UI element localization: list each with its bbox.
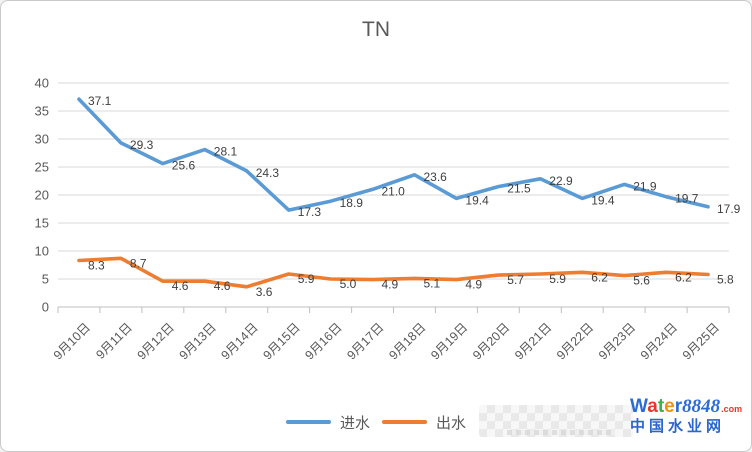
data-label: 5.8: [717, 273, 734, 287]
data-label: 18.9: [340, 196, 364, 210]
water8848-watermark: Water8848.com 中国水业网: [630, 397, 750, 435]
data-label: 17.9: [717, 202, 741, 216]
x-axis-tick-label: 9月22日: [554, 320, 596, 362]
x-axis-tick-label: 9月21日: [512, 320, 554, 362]
x-axis-tick-label: 9月14日: [218, 320, 260, 362]
y-axis-tick-label: 0: [42, 300, 49, 315]
y-axis-tick-label: 35: [35, 104, 49, 119]
legend-label: 进水: [339, 414, 370, 432]
x-axis-tick-label: 9月17日: [344, 320, 386, 362]
data-label: 4.6: [172, 279, 189, 293]
x-axis-tick-label: 9月11日: [93, 320, 135, 362]
x-axis-tick-label: 9月19日: [428, 320, 470, 362]
data-label: 5.0: [340, 277, 357, 291]
data-label: 4.9: [465, 278, 482, 292]
x-axis-tick-label: 9月25日: [680, 320, 722, 362]
data-label: 5.1: [424, 276, 441, 290]
data-label: 25.6: [172, 159, 196, 173]
legend-item-outflow: 出水: [382, 412, 466, 433]
data-label: 17.3: [298, 205, 322, 219]
brand-suffix: 8848: [682, 396, 721, 417]
legend-item-inflow: 进水: [285, 412, 370, 433]
x-axis-tick-label: 9月12日: [135, 320, 177, 362]
data-label: 24.3: [256, 166, 280, 180]
brand-domain: .com: [721, 404, 743, 414]
legend-label: 出水: [436, 414, 467, 432]
data-label: 37.1: [88, 94, 112, 108]
y-axis-tick-label: 15: [35, 216, 49, 231]
data-label: 28.1: [214, 145, 238, 159]
x-axis-tick-label: 9月13日: [177, 320, 219, 362]
data-label: 4.9: [382, 278, 399, 292]
y-axis-tick-label: 20: [35, 188, 49, 203]
x-axis-tick-label: 9月23日: [596, 320, 638, 362]
x-axis-tick-label: 9月16日: [302, 320, 344, 362]
brand-letter: t: [657, 396, 665, 417]
x-axis-tick-label: 9月15日: [260, 320, 302, 362]
blurred-watermark-patch: [479, 405, 633, 437]
brand-letter: e: [664, 396, 675, 417]
data-label: 5.9: [298, 272, 315, 286]
data-label: 5.7: [507, 273, 524, 287]
data-label: 3.6: [256, 285, 273, 299]
water8848-brand: Water8848.com: [630, 397, 750, 417]
y-axis-tick-label: 40: [35, 76, 49, 91]
blurred-text-remnant: [506, 430, 615, 435]
x-axis-tick-label: 9月24日: [638, 320, 680, 362]
data-label: 21.9: [633, 179, 657, 193]
data-label: 29.3: [130, 138, 154, 152]
x-axis-tick-label: 9月18日: [386, 320, 428, 362]
series-line-inflow: [77, 97, 710, 212]
x-axis-tick-label: 9月10日: [51, 320, 93, 362]
data-label: 5.9: [549, 272, 566, 286]
data-label: 19.4: [465, 193, 489, 207]
chart-title: TN: [362, 18, 390, 41]
brand-word: Water: [630, 396, 682, 417]
data-label: 22.9: [549, 174, 573, 188]
data-label: 21.0: [382, 184, 406, 198]
data-label: 5.6: [633, 274, 650, 288]
water8848-subtitle: 中国水业网: [630, 417, 726, 435]
data-label: 19.4: [591, 193, 615, 207]
data-label: 4.6: [214, 279, 231, 293]
y-axis-tick-label: 10: [35, 244, 49, 259]
data-label: 8.7: [130, 256, 147, 270]
data-label: 6.2: [591, 270, 608, 284]
data-label: 6.2: [675, 270, 692, 284]
brand-letter: r: [674, 396, 683, 417]
y-axis-tick-label: 25: [35, 160, 49, 175]
legend-line-swatch: [285, 420, 331, 424]
brand-letter: W: [630, 396, 648, 417]
data-label: 19.7: [675, 192, 699, 206]
legend: 进水 出水: [1, 412, 751, 432]
x-axis-tick-label: 9月20日: [470, 320, 512, 362]
brand-letter: a: [647, 396, 658, 417]
data-label: 21.5: [507, 182, 531, 196]
data-label: 23.6: [424, 170, 448, 184]
data-label: 8.3: [88, 259, 105, 273]
y-axis-tick-label: 30: [35, 132, 49, 147]
legend-line-swatch: [382, 420, 427, 424]
series-line-outflow: [77, 256, 710, 289]
plot-area: 0 5 10 15 20 25 30 35 40 9月10日 9月11日 9月12日 9月13日 9月14…: [35, 76, 741, 363]
y-axis-tick-label: 5: [42, 272, 49, 287]
